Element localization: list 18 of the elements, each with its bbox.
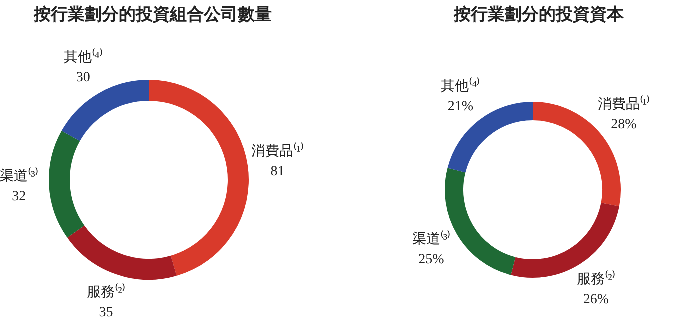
- data-label: 26%: [583, 292, 610, 308]
- chart-title: 按行業劃分的投資資本: [452, 4, 625, 27]
- slice-label: 其他⁽⁴⁾: [64, 48, 103, 66]
- data-label: 25%: [418, 252, 445, 268]
- slice-label: 其他⁽⁴⁾: [441, 77, 480, 94]
- data-label: 35: [99, 305, 114, 320]
- slice-label: 服務⁽²⁾: [577, 270, 616, 288]
- slice-label: 消費品⁽¹⁾: [252, 142, 304, 160]
- slice-label: 渠道⁽³⁾: [412, 230, 451, 248]
- slice-label: 消費品⁽¹⁾: [598, 95, 650, 112]
- data-label: 32: [12, 190, 26, 205]
- data-label: 30: [76, 70, 90, 86]
- chart-title: 按行業劃分的投資組合公司數量: [32, 4, 273, 27]
- slice-label: 渠道⁽³⁾: [0, 168, 38, 185]
- data-label: 21%: [448, 99, 474, 114]
- slice-label: 服務⁽²⁾: [87, 283, 126, 300]
- data-label: 28%: [611, 117, 638, 132]
- data-label: 81: [270, 164, 285, 180]
